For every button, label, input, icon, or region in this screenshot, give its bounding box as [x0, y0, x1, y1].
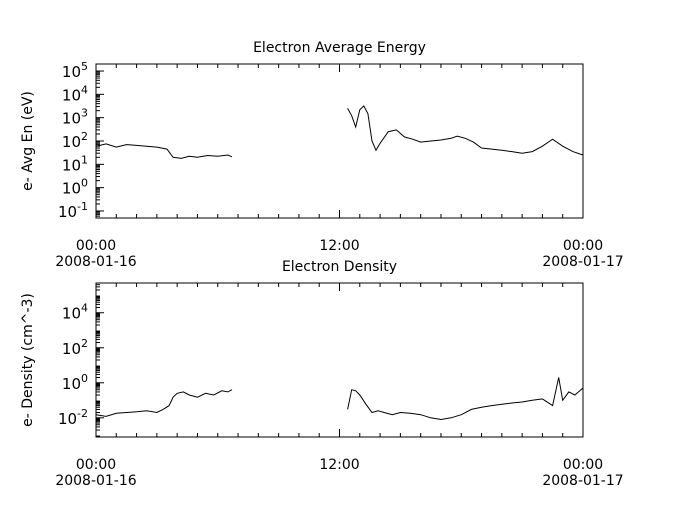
- panel-1-ytick-label: 104: [62, 83, 88, 104]
- panel-2-ytick-label: 100: [62, 372, 88, 393]
- panel-2-ylabel: e- Density (cm^-3): [20, 293, 36, 427]
- panel-1-xtick-label: 00:00: [76, 238, 116, 254]
- panel-2-xtick-date: 2008-01-17: [542, 473, 623, 489]
- panel-2-ytick-label: 104: [62, 302, 88, 323]
- panel-1-ytick-label: 105: [62, 60, 88, 81]
- panel-1-series-1-segment-1: [95, 143, 233, 159]
- panel-2-xtick-label: 00:00: [76, 457, 116, 473]
- panel-1-ytick-label: 10-1: [58, 200, 88, 221]
- panel-1-xtick-date: 2008-01-16: [55, 254, 136, 270]
- panel-1-ytick-label: 102: [62, 130, 88, 151]
- panel-2-ytick-label: 10-2: [58, 407, 88, 428]
- panel-2-ytick-label: 102: [62, 337, 88, 358]
- panel-2-plot-frame: [95, 282, 584, 438]
- panel-2-xtick-label: 00:00: [563, 457, 603, 473]
- panel-2-series-1-segment-2: [347, 377, 584, 421]
- panel-1-xtick-label: 00:00: [563, 238, 603, 254]
- panel-1-series-1-segment-2: [347, 105, 584, 156]
- panel-1-xtick-date: 2008-01-17: [542, 254, 623, 270]
- panel-1-xtick-label: 12:00: [319, 238, 359, 254]
- panel-1-ytick-label: 101: [62, 153, 88, 174]
- panel-2-xtick-label: 12:00: [319, 457, 359, 473]
- panel-1-plot-frame: [95, 63, 584, 219]
- panel-1-ylabel: e- Avg En (eV): [20, 91, 36, 191]
- panel-1-ytick-label: 103: [62, 107, 88, 128]
- panel-1-title: Electron Average Energy: [253, 40, 426, 56]
- panel-2-series-1-segment-1: [95, 389, 233, 417]
- panel-2-title: Electron Density: [282, 259, 397, 275]
- panel-1-ytick-label: 100: [62, 177, 88, 198]
- panel-2-xtick-date: 2008-01-16: [55, 473, 136, 489]
